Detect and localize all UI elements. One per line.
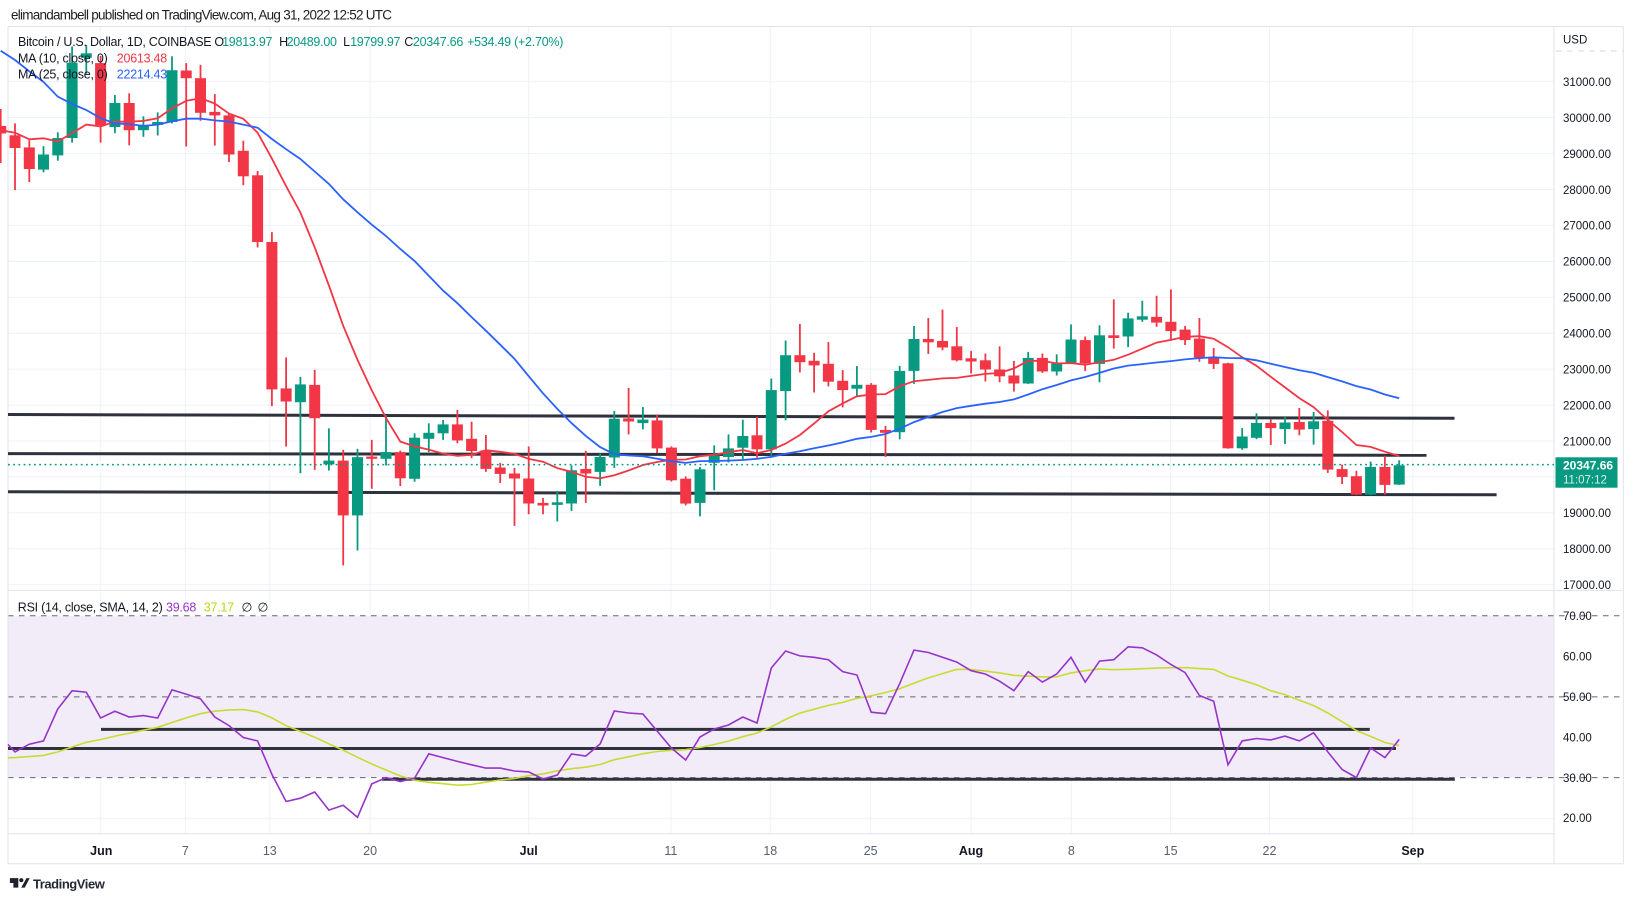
svg-text:11: 11 xyxy=(664,844,677,858)
svg-text:27000.00: 27000.00 xyxy=(1563,221,1611,233)
svg-text:31000.00: 31000.00 xyxy=(1563,77,1611,89)
svg-text:22214.43: 22214.43 xyxy=(117,68,167,82)
svg-text:H: H xyxy=(279,35,288,49)
svg-text:30000.00: 30000.00 xyxy=(1563,113,1611,125)
svg-text:7: 7 xyxy=(182,844,189,858)
svg-text:elimandambell published on Tra: elimandambell published on TradingView.c… xyxy=(11,8,392,23)
svg-text:∅: ∅ xyxy=(258,600,269,614)
svg-text:39.68: 39.68 xyxy=(166,600,196,614)
svg-text:11:07:12: 11:07:12 xyxy=(1563,474,1607,486)
svg-text:L: L xyxy=(343,35,350,49)
svg-text:30.00: 30.00 xyxy=(1563,773,1592,785)
svg-text:70.00: 70.00 xyxy=(1563,611,1592,623)
svg-text:TradingView: TradingView xyxy=(33,876,106,891)
svg-text:37.17: 37.17 xyxy=(204,600,234,614)
svg-text:40.00: 40.00 xyxy=(1563,732,1592,744)
svg-text:20613.48: 20613.48 xyxy=(117,51,167,65)
svg-text:21000.00: 21000.00 xyxy=(1563,436,1611,448)
svg-text:C: C xyxy=(404,35,413,49)
svg-text:19813.97: 19813.97 xyxy=(222,35,272,49)
svg-text:15: 15 xyxy=(1164,844,1178,858)
svg-text:19000.00: 19000.00 xyxy=(1563,508,1611,520)
svg-text:20489.00: 20489.00 xyxy=(287,35,337,49)
svg-text:26000.00: 26000.00 xyxy=(1563,257,1611,269)
svg-text:20: 20 xyxy=(363,844,377,858)
svg-text:50.00: 50.00 xyxy=(1563,692,1592,704)
svg-text:24000.00: 24000.00 xyxy=(1563,329,1611,341)
svg-text:29000.00: 29000.00 xyxy=(1563,149,1611,161)
svg-text:28000.00: 28000.00 xyxy=(1563,185,1611,197)
svg-text:18: 18 xyxy=(763,844,777,858)
svg-text:13: 13 xyxy=(263,844,277,858)
svg-text:25: 25 xyxy=(864,844,878,858)
svg-text:Jul: Jul xyxy=(520,844,538,858)
svg-text:18000.00: 18000.00 xyxy=(1563,544,1611,556)
svg-text:Jun: Jun xyxy=(90,844,112,858)
svg-text:MA (25, close, 0): MA (25, close, 0) xyxy=(18,68,108,82)
svg-text:O: O xyxy=(214,35,224,49)
svg-text:25000.00: 25000.00 xyxy=(1563,293,1611,305)
svg-text:USD: USD xyxy=(1563,35,1587,47)
svg-text:MA (10, close, 0): MA (10, close, 0) xyxy=(18,51,108,65)
svg-text:17000.00: 17000.00 xyxy=(1563,580,1611,592)
svg-text:RSI (14, close, SMA, 14, 2): RSI (14, close, SMA, 14, 2) xyxy=(18,600,163,614)
svg-text:8: 8 xyxy=(1068,844,1075,858)
svg-text:Aug: Aug xyxy=(959,844,983,858)
svg-text:20347.66: 20347.66 xyxy=(1563,458,1613,472)
svg-text:22000.00: 22000.00 xyxy=(1563,400,1611,412)
svg-text:60.00: 60.00 xyxy=(1563,652,1592,664)
svg-text:20.00: 20.00 xyxy=(1563,813,1592,825)
svg-text:∅: ∅ xyxy=(242,600,253,614)
svg-text:23000.00: 23000.00 xyxy=(1563,364,1611,376)
svg-text:Sep: Sep xyxy=(1401,844,1424,858)
svg-text:22: 22 xyxy=(1263,844,1277,858)
svg-text:19799.97: 19799.97 xyxy=(350,35,400,49)
svg-text:Bitcoin / U.S. Dollar, 1D, COI: Bitcoin / U.S. Dollar, 1D, COINBASE xyxy=(18,35,211,49)
svg-text:+534.49 (+2.70%): +534.49 (+2.70%) xyxy=(467,35,563,49)
svg-text:20347.66: 20347.66 xyxy=(413,35,463,49)
